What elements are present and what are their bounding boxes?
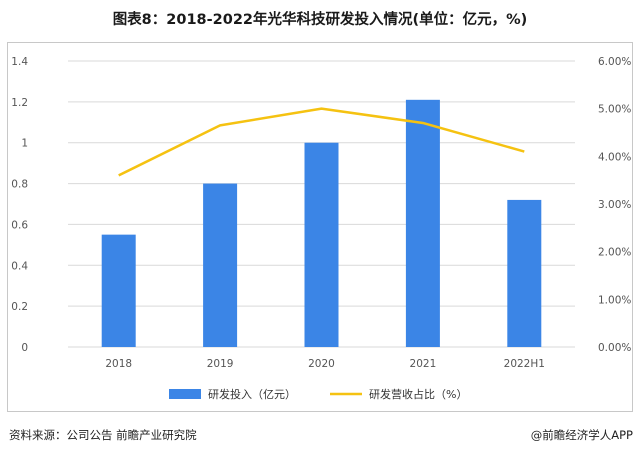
bar: [203, 183, 238, 347]
right-tick-label: 3.00%: [598, 199, 631, 211]
bar-series: [101, 99, 542, 347]
bar: [101, 234, 136, 347]
right-tick-label: 4.00%: [598, 151, 631, 163]
right-tick-label: 1.00%: [598, 294, 631, 306]
left-tick-label: 1.4: [11, 56, 28, 68]
right-axis: 0.00% 1.00% 2.00% 3.00% 4.00% 5.00% 6.00%: [598, 56, 631, 354]
x-tick-label: 2018: [105, 358, 132, 370]
left-tick-label: 0.4: [11, 260, 28, 272]
right-tick-label: 2.00%: [598, 247, 631, 259]
footer: 资料来源：公司公告 前瞻产业研究院 @前瞻经济学人APP: [0, 425, 640, 447]
bar: [405, 99, 440, 347]
line-series: [118, 107, 525, 177]
legend-swatch-bar: [169, 389, 201, 399]
x-axis: 2018 2019 2020 2021 2022H1: [105, 358, 545, 370]
left-tick-label: 0.2: [11, 301, 28, 313]
left-tick-label: 0.6: [11, 219, 28, 231]
right-tick-label: 0.00%: [598, 342, 631, 354]
combo-chart: 0 0.2 0.4 0.6 0.8 1 1.2 1.4 0.00% 1.00% 2.00% 3.00…: [11, 56, 631, 401]
left-tick-label: 0.8: [11, 179, 28, 191]
credit-note: @前瞻经济学人APP: [530, 428, 633, 442]
bar: [507, 199, 542, 347]
bar: [304, 142, 339, 347]
right-tick-label: 5.00%: [598, 104, 631, 116]
x-tick-label: 2021: [410, 358, 437, 370]
source-note: 资料来源：公司公告 前瞻产业研究院: [9, 428, 197, 442]
chart-title: 图表8：2018-2022年光华科技研发投入情况(单位：亿元，%): [112, 12, 528, 28]
chart-frame: [7, 42, 633, 412]
x-tick-label: 2022H1: [504, 358, 545, 370]
legend-label-line: 研发营收占比（%）: [369, 387, 467, 401]
left-tick-label: 1.2: [11, 97, 28, 109]
legend-label-bar: 研发投入（亿元）: [208, 387, 296, 401]
right-tick-label: 6.00%: [598, 56, 631, 68]
x-tick-label: 2019: [207, 358, 234, 370]
x-tick-label: 2020: [308, 358, 335, 370]
left-tick-label: 1: [21, 138, 28, 150]
left-tick-label: 0: [21, 342, 28, 354]
legend: 研发投入（亿元） 研发营收占比（%）: [169, 387, 467, 401]
left-axis: 0 0.2 0.4 0.6 0.8 1 1.2 1.4: [11, 56, 28, 354]
